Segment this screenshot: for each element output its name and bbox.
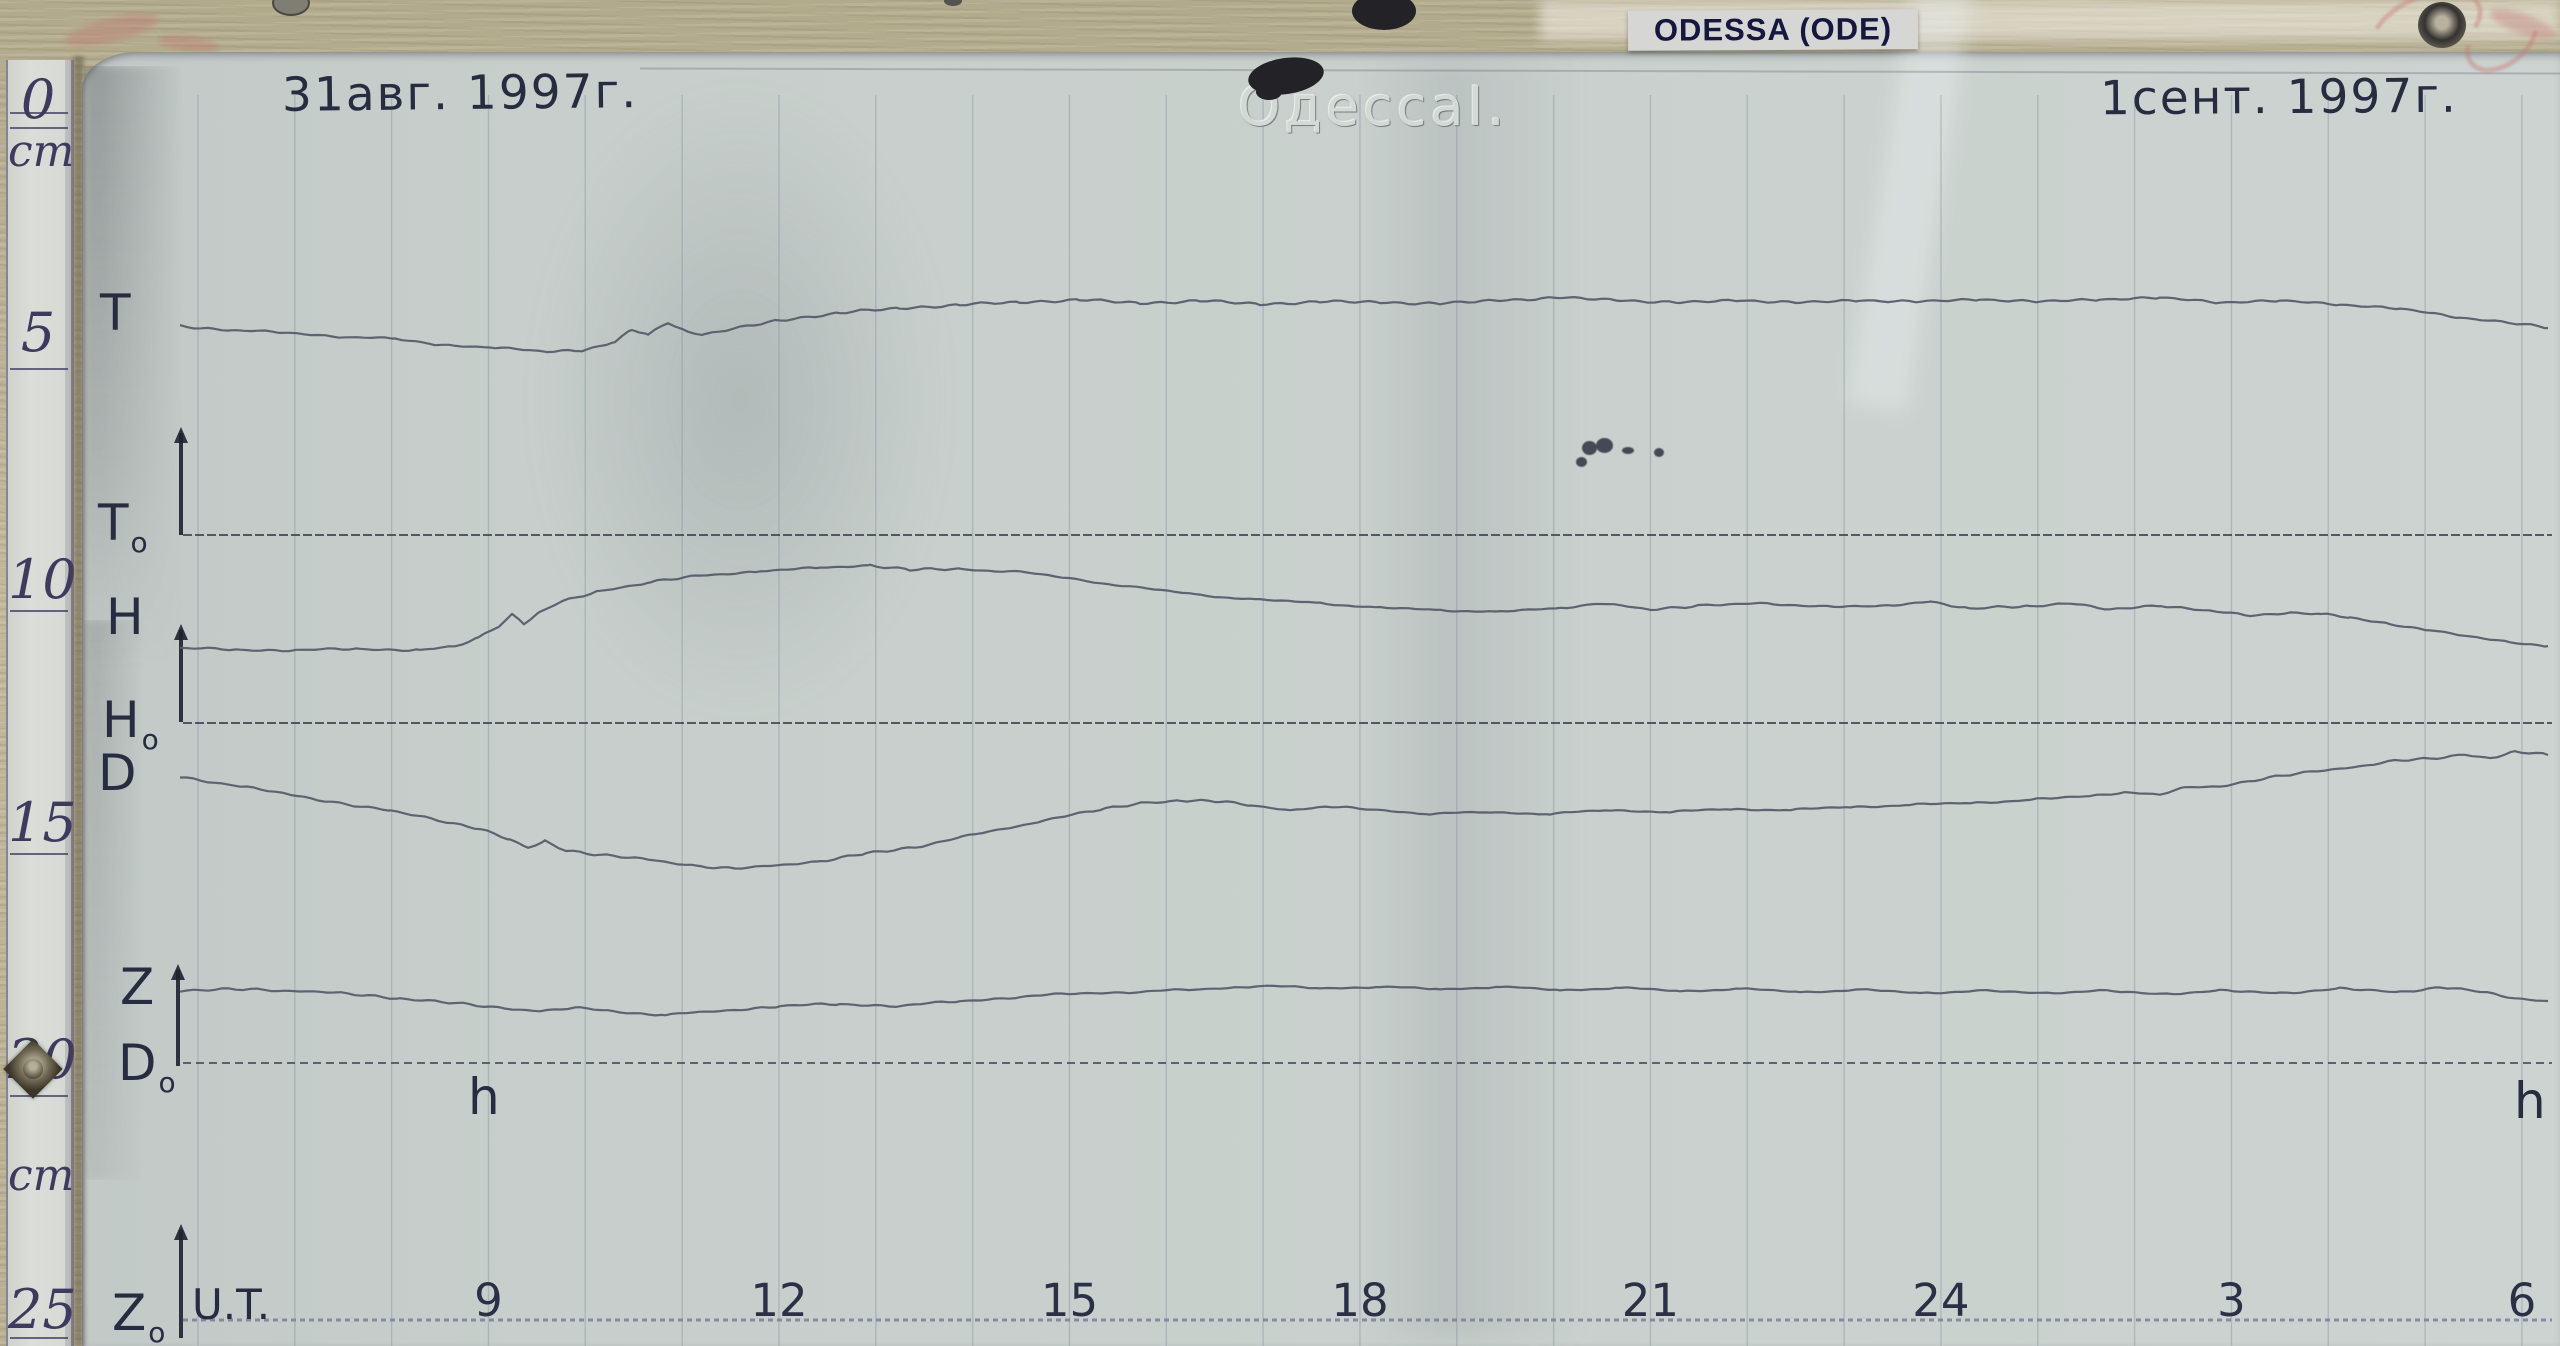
ink-spot [1576, 457, 1587, 467]
hour-unit-label-left: h [468, 1068, 500, 1126]
ink-spot [1582, 441, 1597, 455]
ruler-number: 15 [8, 791, 77, 854]
trace-label-H: H [106, 588, 144, 646]
ruler-paper-seam [70, 56, 86, 1346]
ink-spot [1654, 448, 1664, 457]
ruler-tick [10, 112, 68, 114]
hour-tick-label: 18 [1331, 1274, 1389, 1327]
baseline-label-D0: Do [118, 1034, 176, 1099]
ruler-tick [10, 853, 68, 855]
trace-label-T: T [100, 284, 131, 342]
ruler-unit-label: cm [8, 126, 75, 177]
ruler-tick [10, 610, 68, 612]
hour-tick-label: 9 [474, 1274, 503, 1327]
hour-tick-label: 24 [1912, 1274, 1970, 1327]
ruler-number: 25 [8, 1278, 77, 1341]
ruler-tick [10, 1337, 68, 1339]
cm-ruler: 0cm5101520cm25 [6, 60, 77, 1346]
trace-label-D: D [98, 744, 137, 802]
hour-tick-label: 21 [1621, 1274, 1680, 1327]
hour-tick-label: 3 [2217, 1274, 2246, 1327]
baseline-label-Z0: Zo [112, 1284, 166, 1346]
hour-tick-label: 6 [2507, 1274, 2537, 1327]
station-label: ODESSA (ODE) [1627, 9, 1919, 51]
ruler-tick [10, 368, 68, 370]
ruler-unit-label: cm [8, 1150, 75, 1201]
date-right: 1сент. 1997г. [2099, 68, 2459, 127]
date-left: 31авг. 1997г. [281, 64, 639, 123]
screw-top-right [2418, 2, 2466, 48]
chart-paper [82, 52, 2560, 1346]
ut-axis-label: U.T. [192, 1280, 271, 1329]
baseline-label-H0: Ho [102, 691, 159, 756]
ink-blot-tail [1256, 84, 1282, 100]
hour-tick-label: 15 [1040, 1274, 1099, 1327]
screw-top-center [1352, 0, 1416, 30]
ink-spot [1622, 447, 1634, 454]
hour-tick-label: 12 [750, 1274, 808, 1327]
trace-label-Z: Z [120, 958, 155, 1016]
pin-top [944, 0, 962, 6]
ruler-number: 10 [8, 548, 77, 611]
ruler-tick [10, 1095, 68, 1097]
ruler-number: 5 [20, 301, 56, 364]
baseline-label-T0: To [98, 494, 148, 559]
hour-unit-label-right: h [2514, 1072, 2546, 1130]
ruler-number: 0 [20, 68, 56, 131]
ruler-tick [10, 127, 68, 129]
ink-spot [1596, 438, 1613, 453]
